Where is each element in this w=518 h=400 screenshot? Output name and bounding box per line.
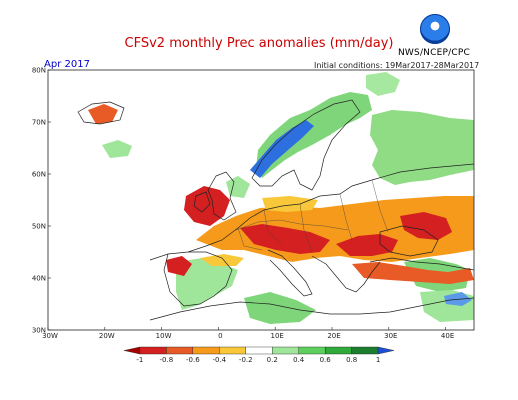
- border-west-europe: [237, 209, 283, 251]
- green-patch-iceland-south: [102, 140, 132, 158]
- coastline-italy: [267, 249, 313, 297]
- lon-tick-label: 0: [218, 332, 222, 340]
- colorbar-segment: [219, 346, 246, 355]
- initial-conditions-label: Initial conditions: 19Mar2017-28Mar2017: [314, 61, 480, 70]
- coastline-scandinavia: [251, 99, 361, 191]
- lat-tick-label: 40N: [32, 275, 46, 283]
- colorbar-label: 0.4: [293, 356, 305, 364]
- colorbar-label: -0.2: [239, 356, 253, 364]
- colorbar-segment: [192, 346, 220, 355]
- colorbar-label: 1: [376, 356, 380, 364]
- colorbar-label: 0.8: [346, 356, 357, 364]
- colorbar: -1 -0.8 -0.6 -0.4 -0.2 0.2 0.4 0.6 0.8 1: [123, 346, 395, 364]
- colorbar-label: -0.8: [160, 356, 174, 364]
- colorbar-label: -0.6: [186, 356, 200, 364]
- green-patch-iberia-south: [176, 258, 238, 310]
- colorbar-label: -1: [136, 356, 143, 364]
- latitude-labels: 80N 70N 60N 50N 40N 30N: [32, 67, 51, 335]
- colorbar-segment: [123, 346, 141, 355]
- noaa-logo-icon: [420, 14, 450, 44]
- yellow-patch-germany: [262, 196, 318, 212]
- lat-tick-label: 70N: [32, 119, 46, 127]
- colorbar-segment: [245, 346, 273, 355]
- colorbar-segment: [139, 346, 167, 355]
- colorbar-label: 0.6: [320, 356, 332, 364]
- lon-tick-label: 10W: [156, 332, 172, 340]
- colorbar-segment: [324, 346, 352, 355]
- map-frame: [47, 69, 475, 331]
- lon-tick-label: 40E: [441, 332, 454, 340]
- green-patch-scandinavia-north: [256, 92, 372, 178]
- red-patch-iberia-north: [166, 256, 192, 276]
- lat-tick-label: 60N: [32, 171, 46, 179]
- lat-tick-label: 80N: [32, 67, 46, 75]
- red-patch-balkans: [336, 234, 398, 256]
- green-patch-north-africa: [244, 292, 316, 324]
- green-patch-russia-north: [370, 110, 474, 185]
- lat-tick-label: 30N: [32, 327, 46, 335]
- coastline-britain: [207, 171, 237, 221]
- colorbar-segment: [377, 346, 395, 355]
- green-patch-middle-east: [420, 290, 474, 322]
- colorbar-segment: [351, 346, 379, 355]
- red-patch-turkey: [352, 262, 474, 284]
- lon-tick-label: 30E: [384, 332, 397, 340]
- longitude-labels: 30W 20W 10W 0 10E 20E 30E 40E: [42, 327, 454, 340]
- lon-tick-label: 20E: [327, 332, 340, 340]
- red-patch-france-alps: [240, 224, 330, 254]
- coastline-north-africa: [149, 297, 475, 321]
- coastline-black-sea: [379, 225, 439, 257]
- blue-patch-norway-coast: [250, 120, 314, 178]
- green-patch-scotland: [226, 176, 250, 198]
- colorbar-segment: [166, 346, 194, 355]
- red-patch-britain: [184, 186, 230, 226]
- border-eastern-europe: [299, 179, 389, 253]
- agency-label: NWS/NCEP/CPC: [398, 48, 470, 58]
- coastlines: [77, 99, 475, 321]
- country-borders: [235, 179, 389, 253]
- red-patch-black-sea-east: [400, 212, 452, 240]
- colorbar-label: -0.4: [212, 356, 226, 364]
- lon-tick-label: 30W: [42, 332, 58, 340]
- coastline-turkey: [369, 257, 475, 271]
- coastline-iberia: [163, 251, 233, 307]
- lat-tick-label: 50N: [32, 223, 46, 231]
- lon-tick-label: 10E: [271, 332, 284, 340]
- colorbar-segment: [272, 346, 299, 355]
- colorbar-label: 0.2: [267, 356, 278, 364]
- red-patch-west-iceland: [88, 104, 118, 124]
- yellow-patch-iberia: [200, 254, 244, 266]
- border-central-europe: [235, 219, 349, 231]
- map-title: CFSv2 monthly Prec anomalies (mm/day): [124, 36, 394, 51]
- coastline-ireland: [193, 191, 211, 213]
- coastline-continent: [149, 163, 475, 261]
- coastline-balkans-greece: [311, 255, 381, 293]
- month-label: Apr 2017: [44, 59, 90, 70]
- lon-tick-label: 20W: [99, 332, 115, 340]
- anomaly-shading: [88, 72, 474, 324]
- green-patch-arctic: [366, 72, 400, 96]
- coastline-iceland: [77, 101, 125, 125]
- colorbar-segment: [298, 346, 326, 355]
